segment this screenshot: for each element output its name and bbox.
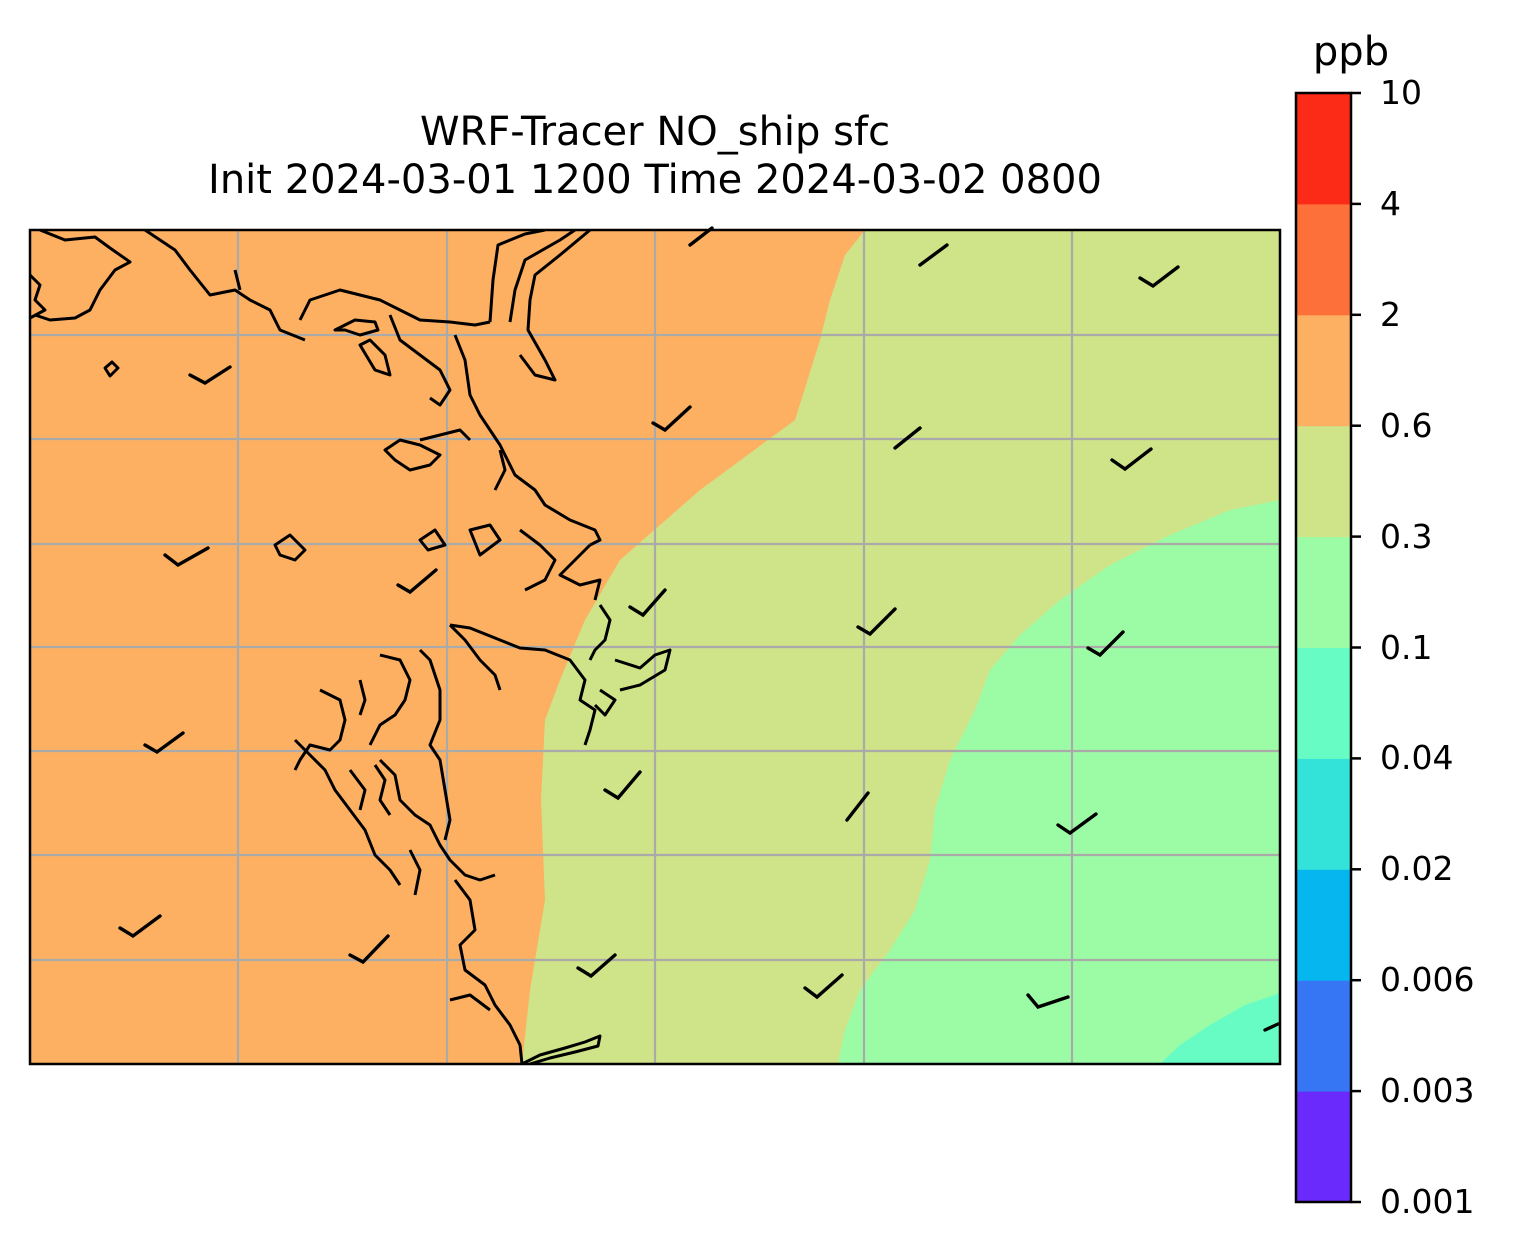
colorbar-tick-label: 10 <box>1380 73 1422 112</box>
colorbar-segment <box>1296 758 1351 870</box>
colorbar-segment <box>1296 647 1351 759</box>
colorbar-segment <box>1296 1091 1351 1203</box>
map-frame <box>28 228 1282 1066</box>
title-line-2: Init 2024-03-01 1200 Time 2024-03-02 080… <box>208 157 1102 203</box>
map-title: WRF-Tracer NO_ship sfc Init 2024-03-01 1… <box>30 108 1280 204</box>
colorbar-tick-label: 0.6 <box>1380 405 1433 445</box>
colorbar-tick-label: 0.003 <box>1380 1071 1475 1111</box>
colorbar-segment <box>1296 536 1351 648</box>
wind-barbs <box>118 226 1280 1032</box>
title-line-1: WRF-Tracer NO_ship sfc <box>419 109 891 155</box>
colorbar-segment <box>1296 869 1351 981</box>
gridlines <box>30 230 1280 1064</box>
colorbar-segment <box>1296 314 1351 427</box>
colorbar-frame <box>1294 91 1353 1204</box>
coastline <box>30 230 672 1064</box>
colorbar-segment <box>1296 425 1351 538</box>
band-0.04-0.1 <box>1160 993 1280 1064</box>
colorbar-tick-label: 0.04 <box>1380 738 1454 778</box>
band-0.1-0.3 <box>838 500 1280 1064</box>
colorbar-segment <box>1296 203 1351 316</box>
colorbar-tick-label: 0.006 <box>1380 960 1475 1000</box>
colorbar-tick-label: 0.1 <box>1380 627 1433 667</box>
colorbar-segment <box>1296 93 1351 205</box>
colorbar-tick-label: 4 <box>1380 183 1401 223</box>
colorbar-unit-label: ppb <box>1312 29 1390 75</box>
colorbar <box>1296 91 1361 1204</box>
colorbar-tick-label: 0.001 <box>1380 1182 1475 1221</box>
colorbar-tick-label: 0.3 <box>1380 516 1433 556</box>
colorbar-segment <box>1296 980 1351 1092</box>
colorbar-tick-label: 0.02 <box>1380 849 1454 889</box>
colorbar-tick-label: 2 <box>1380 294 1401 334</box>
